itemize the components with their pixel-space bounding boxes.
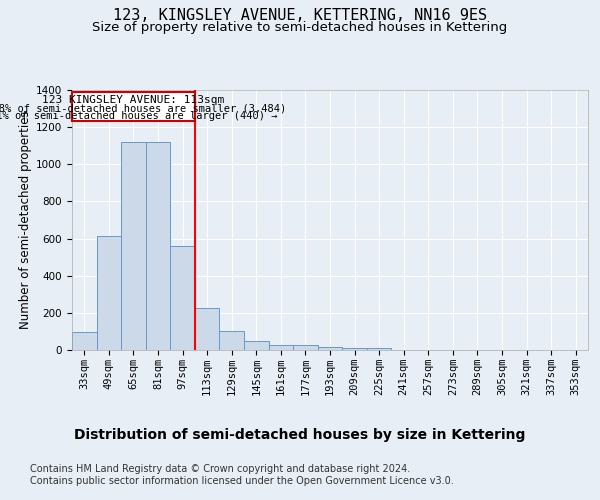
Bar — [121, 142, 146, 350]
Text: Contains public sector information licensed under the Open Government Licence v3: Contains public sector information licen… — [30, 476, 454, 486]
Text: Distribution of semi-detached houses by size in Kettering: Distribution of semi-detached houses by … — [74, 428, 526, 442]
Bar — [342, 348, 367, 350]
Text: 11% of semi-detached houses are larger (440) →: 11% of semi-detached houses are larger (… — [0, 110, 277, 120]
Bar — [244, 340, 269, 350]
Bar — [318, 346, 342, 350]
Text: 123 KINGSLEY AVENUE: 113sqm: 123 KINGSLEY AVENUE: 113sqm — [43, 95, 224, 105]
Bar — [146, 142, 170, 350]
FancyBboxPatch shape — [72, 92, 195, 120]
Bar — [195, 308, 220, 350]
Bar — [97, 236, 121, 350]
Bar — [269, 345, 293, 350]
Bar — [72, 332, 97, 350]
Text: ← 88% of semi-detached houses are smaller (3,484): ← 88% of semi-detached houses are smalle… — [0, 104, 287, 114]
Bar — [170, 246, 195, 350]
Bar — [293, 345, 318, 350]
Text: 123, KINGSLEY AVENUE, KETTERING, NN16 9ES: 123, KINGSLEY AVENUE, KETTERING, NN16 9E… — [113, 8, 487, 22]
Text: Contains HM Land Registry data © Crown copyright and database right 2024.: Contains HM Land Registry data © Crown c… — [30, 464, 410, 474]
Bar — [220, 332, 244, 350]
Text: Size of property relative to semi-detached houses in Kettering: Size of property relative to semi-detach… — [92, 21, 508, 34]
Y-axis label: Number of semi-detached properties: Number of semi-detached properties — [19, 110, 32, 330]
Bar — [367, 348, 391, 350]
